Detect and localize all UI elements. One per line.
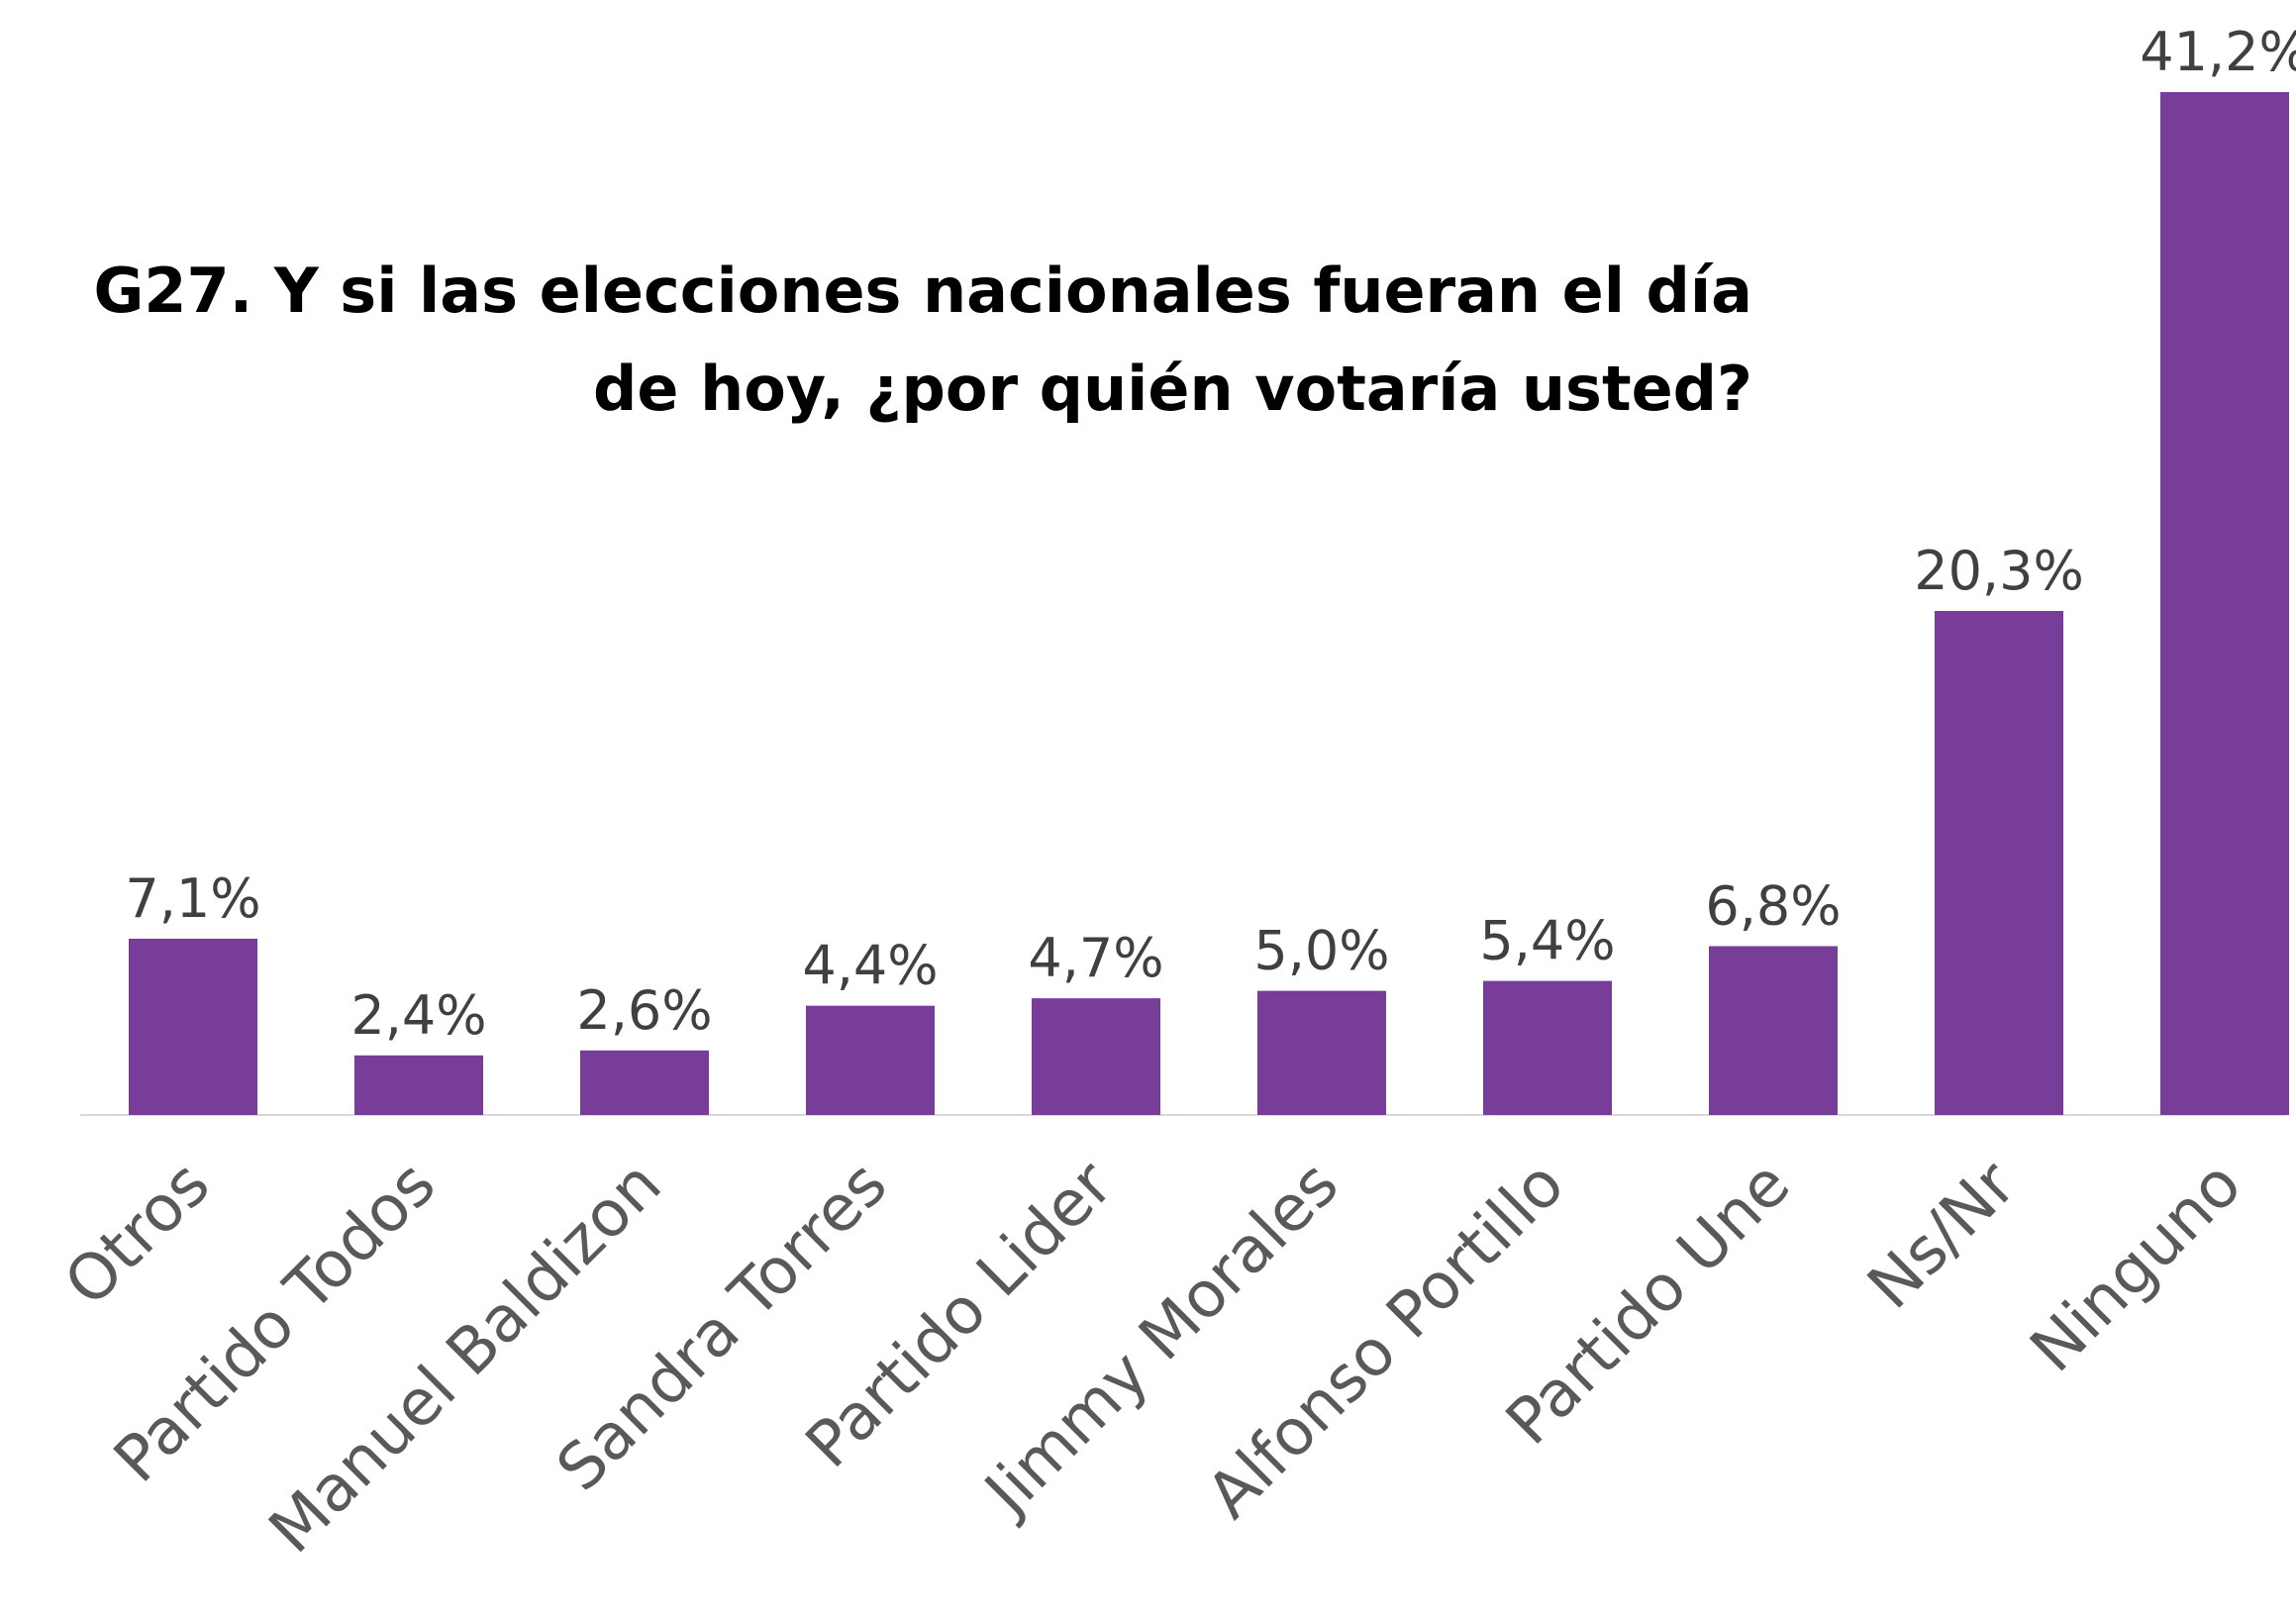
value-label: 2,4%: [350, 984, 486, 1047]
bar: [1483, 980, 1612, 1115]
bar: [1709, 946, 1838, 1115]
value-label: 4,4%: [802, 935, 938, 997]
bar: [1257, 990, 1386, 1115]
value-label: 2,6%: [576, 979, 712, 1042]
x-tick-label: Otros: [51, 1148, 225, 1321]
value-label: 5,4%: [1479, 910, 1615, 972]
value-label: 41,2%: [2140, 21, 2296, 83]
bar: [806, 1005, 935, 1115]
chart-title: de hoy, ¿por quién votaría usted?: [593, 353, 1752, 425]
bar: [1935, 611, 2063, 1115]
bar: [2160, 92, 2289, 1115]
bar: [129, 938, 257, 1115]
value-label: 7,1%: [125, 867, 260, 930]
bar: [1032, 998, 1160, 1115]
value-label: 6,8%: [1705, 875, 1841, 938]
bar: [580, 1050, 709, 1115]
x-tick-label: Ninguno: [2017, 1148, 2255, 1386]
x-tick-label: Manuel Baldizon: [255, 1148, 675, 1568]
value-label: 4,7%: [1028, 927, 1163, 989]
chart-title: G27. Y si las elecciones nacionales fuer…: [94, 254, 1752, 327]
value-label: 20,3%: [1914, 540, 2084, 602]
value-label: 5,0%: [1253, 920, 1389, 982]
x-tick-label: Ns/Nr: [1854, 1148, 2031, 1324]
bar: [354, 1055, 483, 1115]
